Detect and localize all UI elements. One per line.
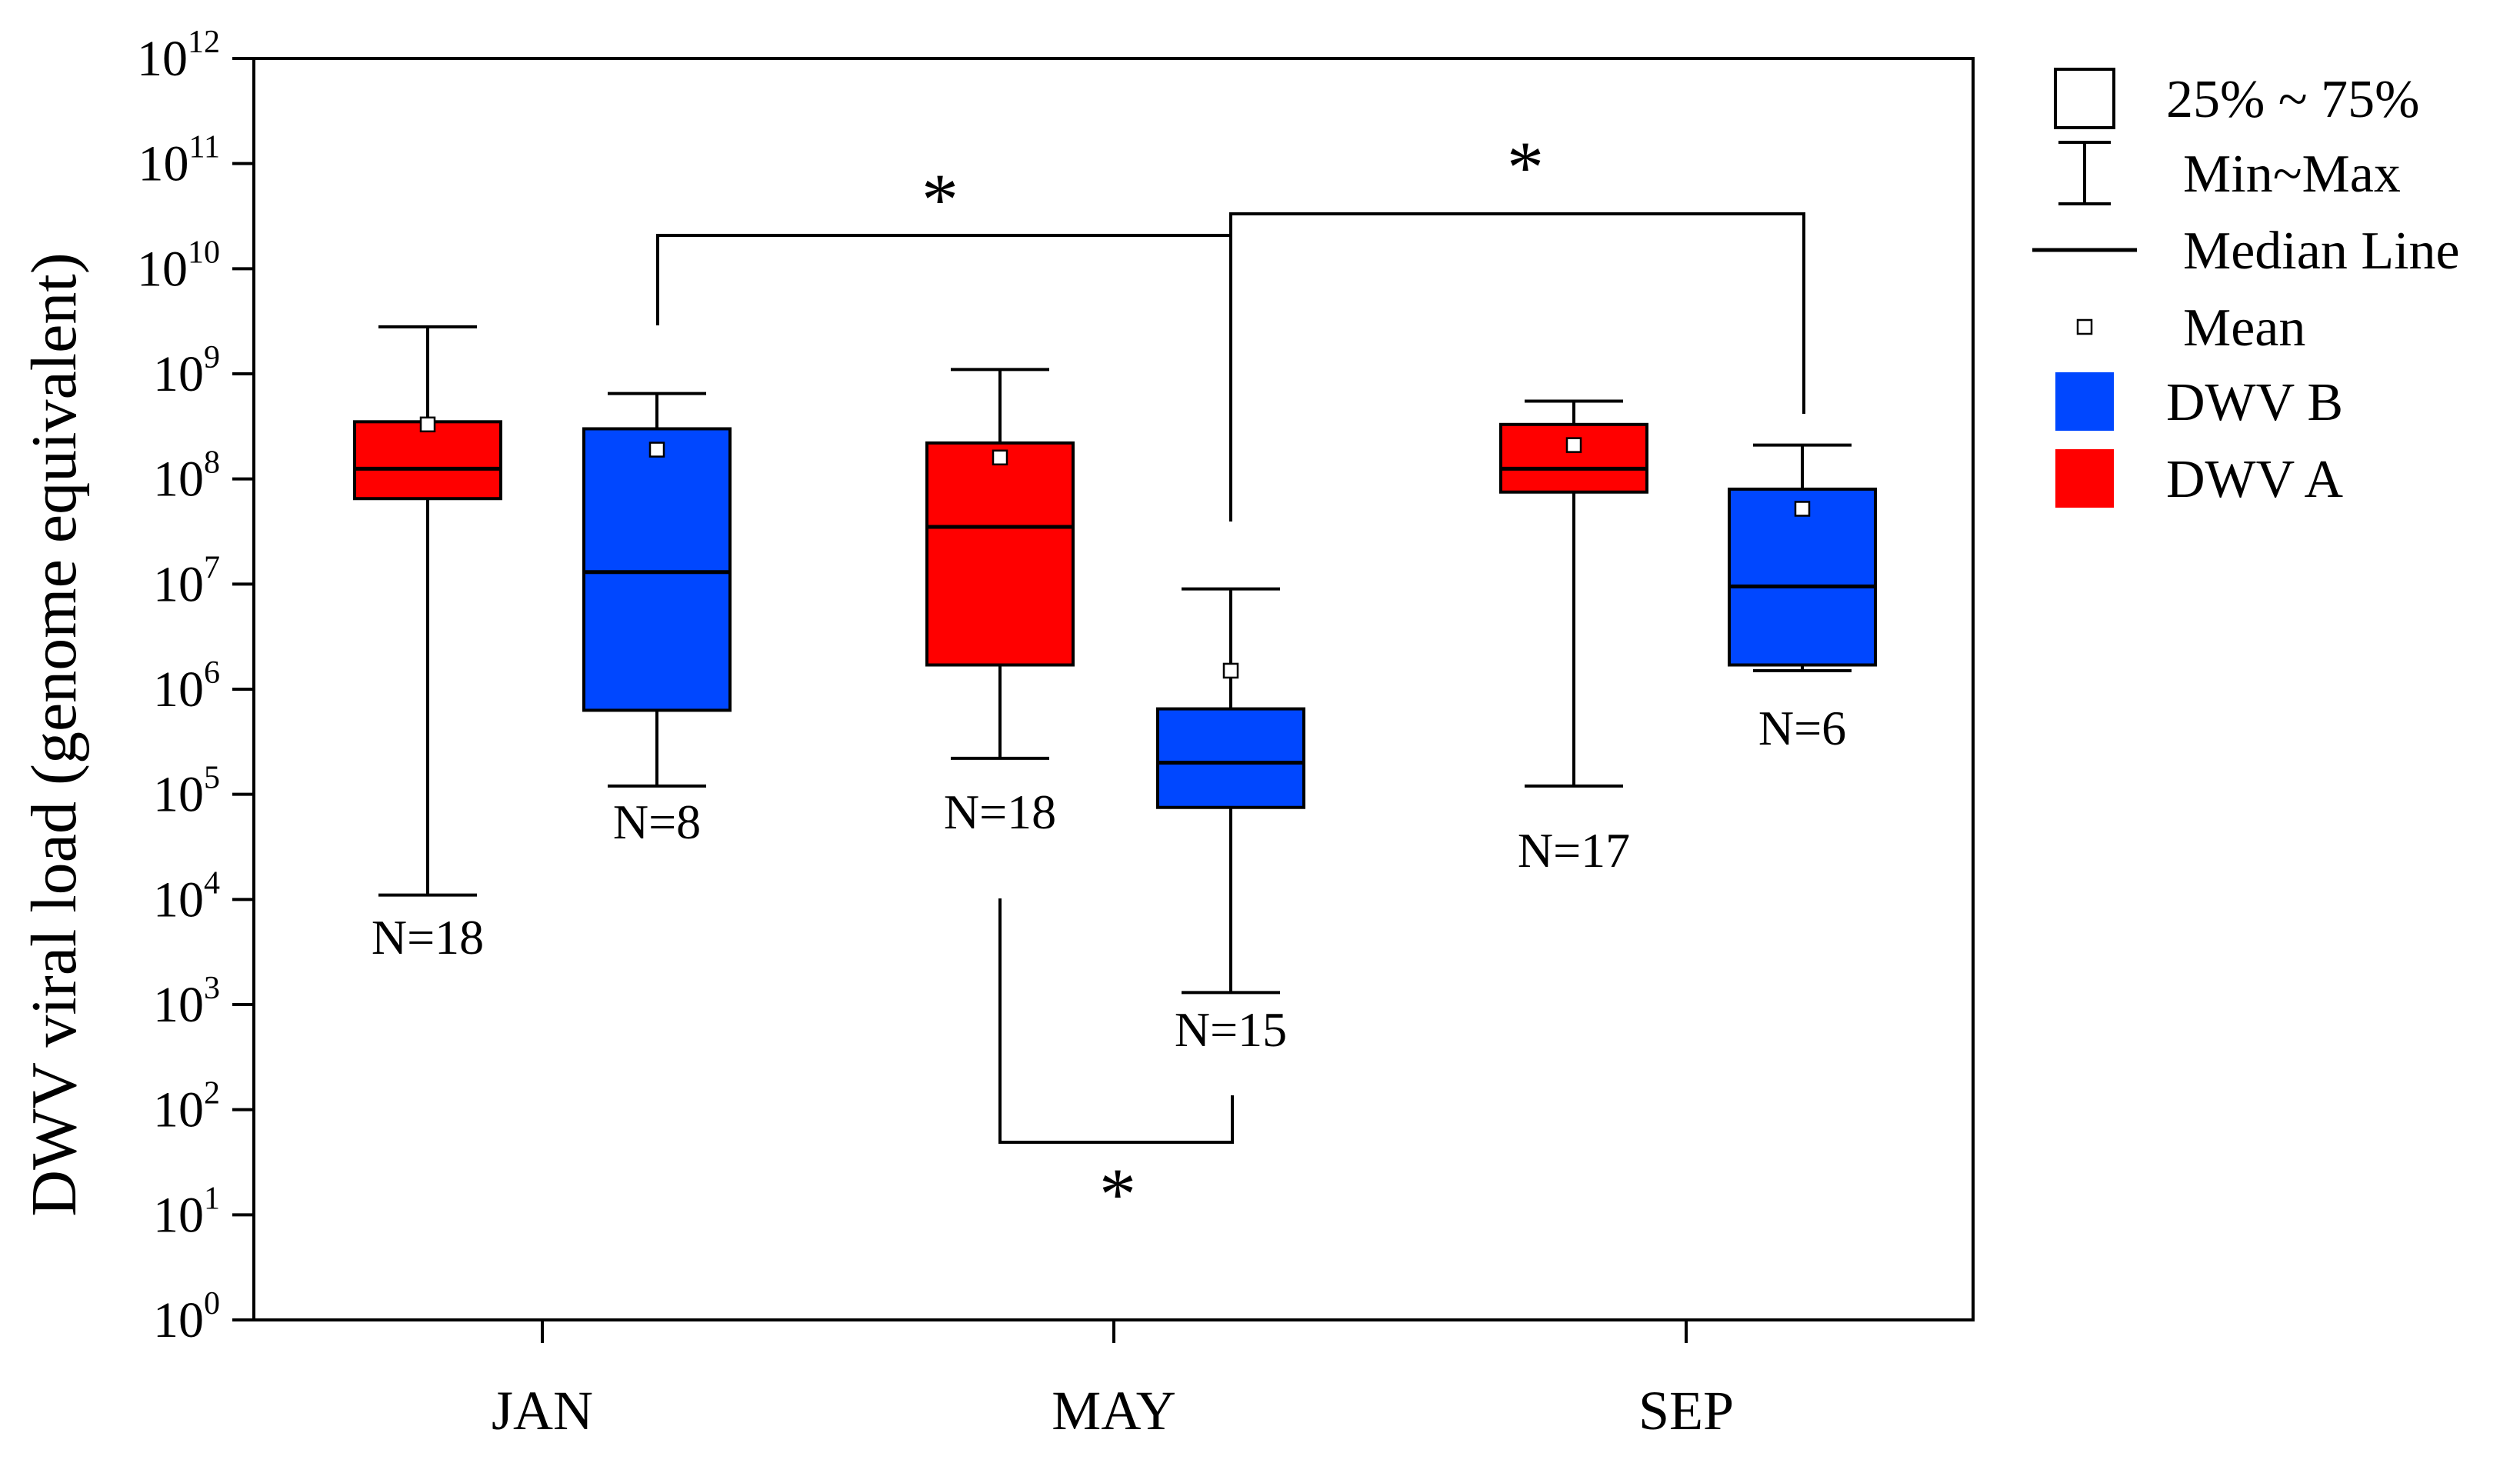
y-tick-label: 104 (153, 865, 220, 928)
x-tick-label: JAN (492, 1380, 593, 1441)
significance-bracket (656, 234, 1232, 522)
boxes-layer: N=18 N=8 N=18 N=15 N=17 N=6 (353, 325, 1877, 1057)
mean-marker (419, 416, 436, 433)
legend-symbol-mean (2076, 318, 2093, 335)
significance-bracket (1229, 212, 1805, 414)
legend-label: 25% ~ 75% (2166, 70, 2420, 129)
y-tick-label: 1011 (138, 130, 220, 192)
n-label: N=6 (1758, 701, 1846, 755)
x-tick-label: MAY (1052, 1380, 1175, 1441)
iqr-box (925, 441, 1075, 667)
legend-label: Mean (2183, 298, 2305, 358)
n-label: N=18 (944, 785, 1056, 839)
y-tick-label: 100 (153, 1286, 220, 1348)
mean-marker (1565, 437, 1582, 453)
n-label: N=15 (1175, 1002, 1287, 1057)
legend-label: DWV A (2166, 450, 2344, 509)
n-label: N=8 (613, 795, 701, 849)
significance-bracket (998, 898, 1234, 1144)
y-tick-label: 1010 (137, 235, 220, 297)
iqr-box (1499, 422, 1648, 494)
y-tick-label: 102 (153, 1076, 220, 1138)
y-tick-label: 105 (153, 761, 220, 823)
axes-layer: 100 101 102 103 104 105 106 107 108 109 1010 1011 10… (137, 25, 1975, 1441)
legend-symbol-fill (2055, 449, 2114, 508)
significance-layer: * * * (656, 126, 1805, 1235)
y-tick-label: 108 (153, 445, 220, 508)
legend: 25% ~ 75% Min~Max Median Line Mean DWV B DWV … (2032, 68, 2460, 509)
legend-symbol-fill (2055, 372, 2114, 431)
y-tick-label: 103 (153, 971, 220, 1033)
y-tick-label: 106 (153, 655, 220, 718)
n-label: N=17 (1518, 823, 1630, 878)
y-tick-label: 107 (153, 550, 220, 612)
mean-marker (648, 442, 665, 458)
significance-star: * (922, 158, 958, 241)
y-tick-label: 101 (153, 1181, 220, 1243)
iqr-box (1728, 487, 1877, 667)
y-tick-label: 1012 (137, 25, 220, 87)
legend-label: Median Line (2183, 222, 2460, 281)
mean-marker (992, 449, 1008, 466)
legend-label: DWV B (2166, 373, 2343, 432)
y-tick-label: 109 (153, 340, 220, 402)
legend-symbol-box (2054, 68, 2115, 129)
n-label: N=18 (372, 910, 484, 965)
mean-marker (1794, 501, 1811, 517)
mean-marker (1222, 662, 1239, 679)
iqr-box (353, 420, 502, 501)
iqr-box (582, 427, 732, 712)
y-axis-title: DWV viral load (genome equivalent) (18, 252, 90, 1216)
x-tick-label: SEP (1638, 1380, 1734, 1441)
legend-label: Min~Max (2183, 145, 2401, 204)
plot-frame (252, 57, 1975, 1321)
iqr-box (1156, 707, 1305, 809)
significance-star: * (1099, 1153, 1136, 1235)
significance-star: * (1507, 126, 1544, 208)
